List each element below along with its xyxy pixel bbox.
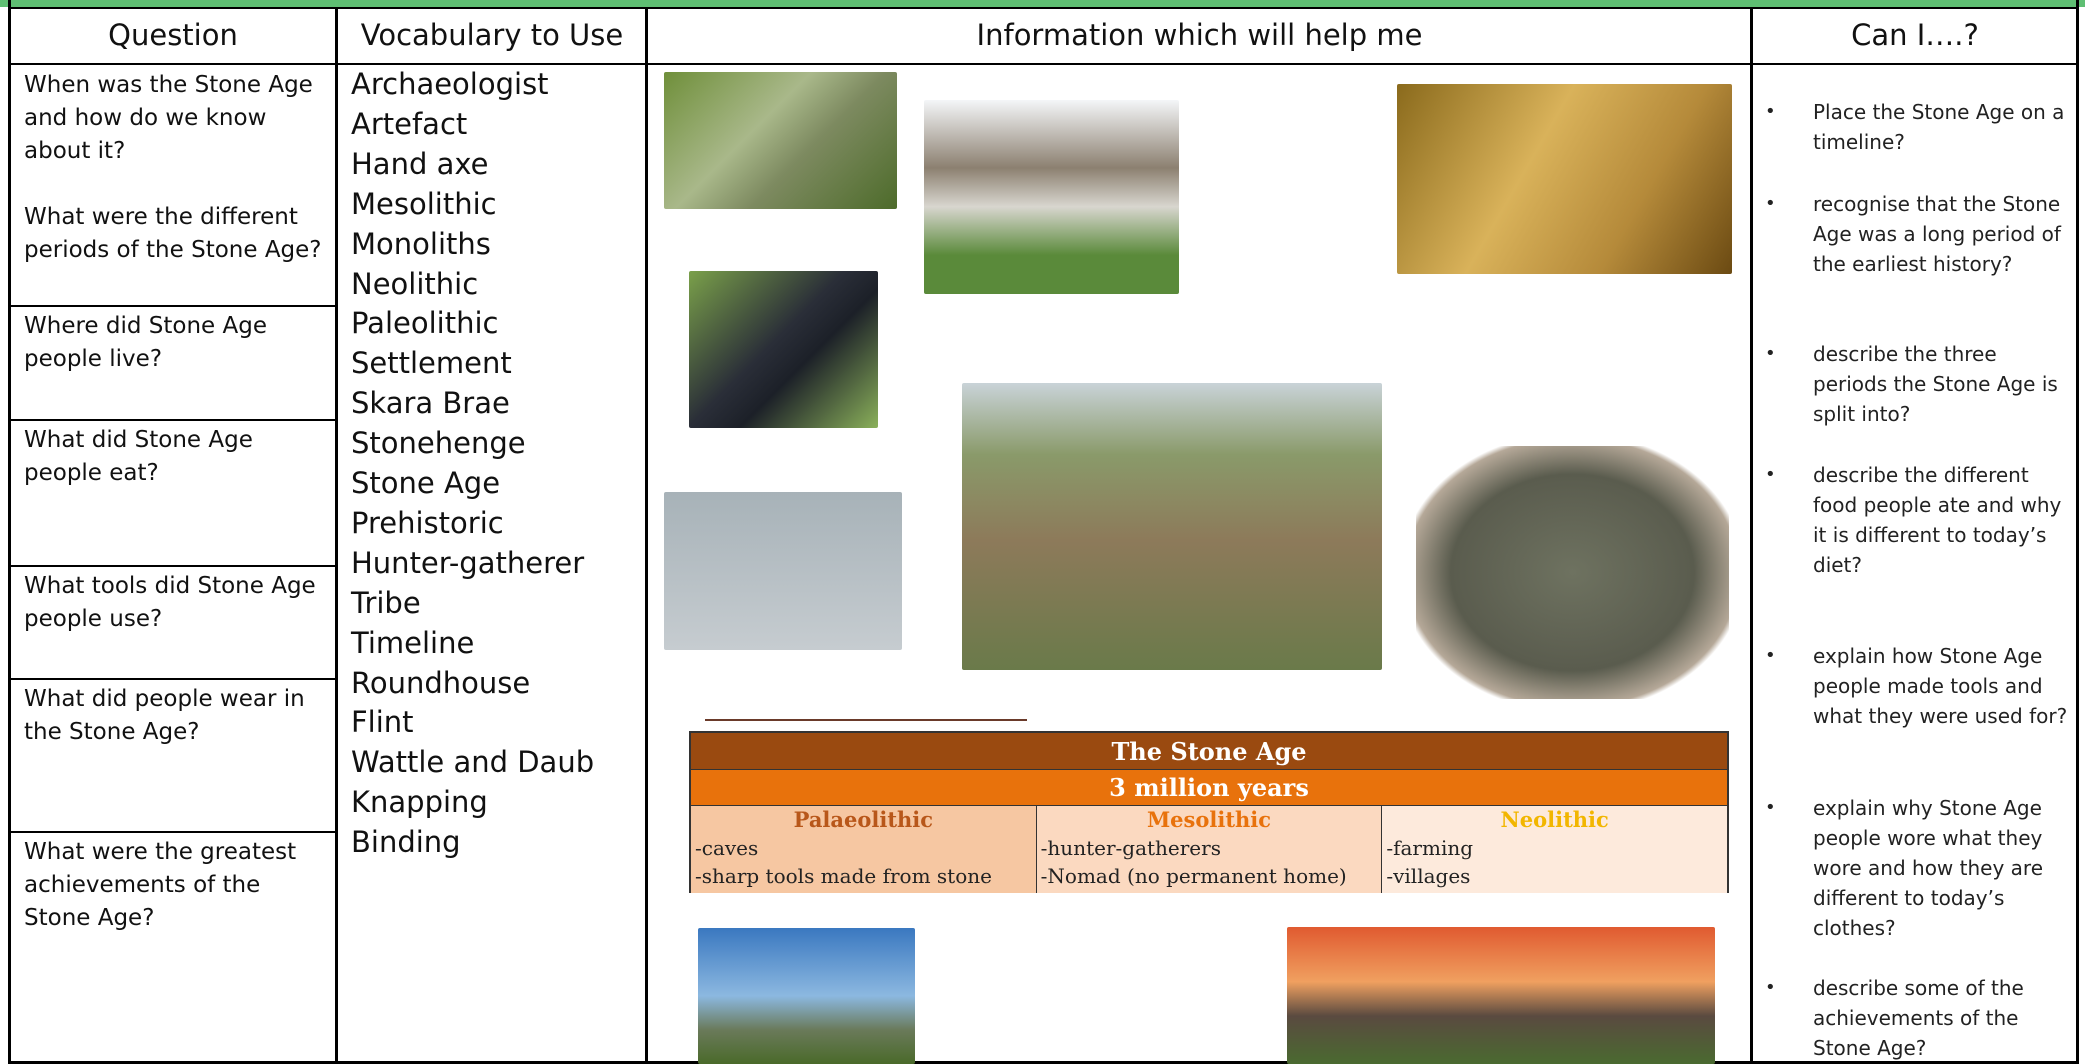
row-divider xyxy=(10,831,336,833)
row-divider xyxy=(10,305,336,307)
period-item: -caves xyxy=(695,836,759,860)
vocab-word: Archaeologist xyxy=(351,67,549,101)
question-cell: What did Stone Age people eat? xyxy=(24,424,329,523)
bullet: • xyxy=(1765,101,1776,122)
vocab-word: Stone Age xyxy=(351,466,501,500)
vocab-word: Tribe xyxy=(351,585,421,620)
photo xyxy=(689,271,878,428)
bullet: • xyxy=(1765,797,1776,818)
photo xyxy=(698,928,915,1064)
question: When was the Stone Age and how do we kno… xyxy=(24,72,313,164)
column-header: Information which will help me xyxy=(976,18,1423,52)
header-bottom xyxy=(8,63,2079,65)
period-item: -sharp tools made from stone xyxy=(695,864,992,888)
question-cell: What were the greatest achievements of t… xyxy=(24,836,329,968)
period-name: Mesolithic xyxy=(1146,807,1272,832)
question: What were the different periods of the S… xyxy=(24,204,322,263)
stone-age-table: The Stone Age 3 million years Palaeolithic… xyxy=(689,731,1729,893)
period-row: Palaeolithic -caves -sharp tools made from… xyxy=(691,806,1728,893)
bullet: • xyxy=(1765,193,1776,214)
question-cell: What did people wear in the Stone Age? xyxy=(24,683,329,782)
row-divider xyxy=(10,565,336,567)
can-text: describe the different food people ate a… xyxy=(1813,463,2062,577)
vocab-word: Stonehenge xyxy=(351,426,526,461)
period-name: Neolithic xyxy=(1500,807,1609,832)
photo xyxy=(962,383,1382,670)
photo xyxy=(924,100,1179,294)
vocab-word: Artefact xyxy=(351,106,468,141)
top-bar xyxy=(0,0,2085,7)
vocab-word: Flint xyxy=(351,705,414,740)
question: What did people wear in the Stone Age? xyxy=(24,686,305,745)
divider-line xyxy=(705,719,1027,721)
row-divider xyxy=(10,419,336,421)
period-item: -hunter-gatherers xyxy=(1040,836,1221,860)
row-divider xyxy=(10,678,336,680)
bullet: • xyxy=(1765,645,1776,666)
vocab-word: Timeline xyxy=(351,625,475,660)
col-divider xyxy=(335,7,338,1064)
table-title: The Stone Age xyxy=(691,733,1727,770)
period-item: -Nomad (no permanent home) xyxy=(1040,864,1347,888)
period-name: Palaeolithic xyxy=(793,807,934,832)
col-divider xyxy=(645,7,648,1064)
bullet: • xyxy=(1765,343,1776,364)
question: What did Stone Age people eat? xyxy=(24,427,253,486)
photo xyxy=(1397,84,1732,274)
vocab-word: Settlement xyxy=(351,346,512,381)
column-header: Question xyxy=(108,18,238,52)
header-top xyxy=(8,7,2079,9)
vocab-word: Wattle and Daub xyxy=(351,745,595,780)
vocab-word: Roundhouse xyxy=(351,665,531,700)
can-text: recognise that the Stone Age was a long … xyxy=(1813,192,2061,276)
question: What were the greatest achievements of t… xyxy=(24,839,297,931)
question: Where did Stone Age people live? xyxy=(24,313,267,372)
vocab-word: Hunter-gatherer xyxy=(351,545,585,580)
vocab-word: Hand axe xyxy=(351,146,489,181)
period-item: -farming xyxy=(1386,836,1474,860)
can-text: describe the three periods the Stone Age… xyxy=(1813,342,2058,426)
can-text: describe some of the achievements of the… xyxy=(1813,976,2024,1060)
question-cell: When was the Stone Age and how do we kno… xyxy=(24,69,329,300)
period-item: -villages xyxy=(1386,864,1471,888)
question: What tools did Stone Age people use? xyxy=(24,573,316,632)
period-cell: Mesolithic -hunter-gatherers -Nomad (no pe… xyxy=(1036,806,1383,893)
vocab-word: Knapping xyxy=(351,785,488,820)
frame xyxy=(8,0,2079,1064)
column-header: Vocabulary to Use xyxy=(360,18,624,52)
can-text: explain how Stone Age people made tools … xyxy=(1813,644,2068,728)
vocab-word: Skara Brae xyxy=(351,386,510,421)
bullet: • xyxy=(1765,464,1776,485)
period-cell: Palaeolithic -caves -sharp tools made from… xyxy=(691,806,1037,893)
photo xyxy=(664,492,902,650)
column-header: Can I….? xyxy=(1851,18,1979,52)
period-cell: Neolithic -farming -villages xyxy=(1382,806,1728,893)
col-divider xyxy=(1750,7,1753,1064)
can-text: Place the Stone Age on a timeline? xyxy=(1813,100,2065,154)
question-cell: Where did Stone Age people live? xyxy=(24,310,329,409)
can-text: explain why Stone Age people wore what t… xyxy=(1813,796,2044,940)
vocab-word: Monoliths xyxy=(351,226,491,261)
vocab-word: Prehistoric xyxy=(351,505,504,540)
photo xyxy=(664,72,897,209)
vocab-word: Binding xyxy=(351,825,461,860)
vocab-word: Paleolithic xyxy=(351,306,499,341)
table-subtitle: 3 million years xyxy=(691,770,1727,806)
vocab-word: Mesolithic xyxy=(351,186,497,221)
photo xyxy=(1416,446,1729,699)
question-cell: What tools did Stone Age people use? xyxy=(24,570,329,669)
vocab-word: Neolithic xyxy=(351,266,479,301)
bullet: • xyxy=(1765,977,1776,998)
photo xyxy=(1287,927,1715,1064)
